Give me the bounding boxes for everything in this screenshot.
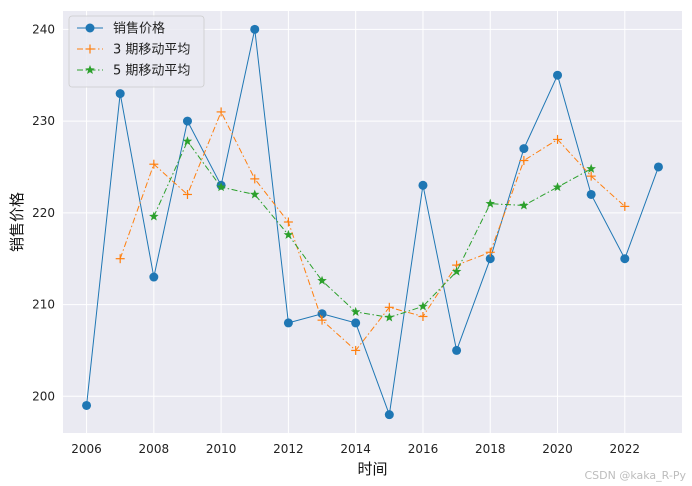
- y-axis-label: 销售价格: [8, 192, 26, 252]
- x-tick-label: 2018: [475, 442, 506, 456]
- data-point: [250, 174, 260, 184]
- data-point: [485, 198, 495, 208]
- data-point: [620, 254, 630, 264]
- x-tick-label: 2022: [610, 442, 641, 456]
- series-1: [82, 24, 663, 420]
- data-point: [586, 189, 596, 199]
- x-tick-label: 2012: [273, 442, 304, 456]
- legend-label: 销售价格: [113, 21, 165, 37]
- data-point: [351, 345, 361, 355]
- data-point: [317, 315, 327, 325]
- y-tick-label: 200: [32, 389, 55, 403]
- data-point: [519, 200, 529, 210]
- data-point: [418, 301, 428, 311]
- data-point: [317, 275, 327, 285]
- data-point: [418, 311, 428, 321]
- data-point: [586, 163, 596, 173]
- data-point: [182, 136, 193, 146]
- x-tick-label: 2006: [71, 442, 102, 456]
- x-tick-label: 2008: [139, 442, 170, 456]
- data-point: [350, 306, 361, 316]
- grid-lines: [63, 11, 682, 433]
- legend-item: 5 期移动平均: [77, 64, 190, 79]
- data-point: [149, 159, 159, 169]
- x-axis-ticks: 2006 2008 2010 2012 2014 2016 2018 2020 2022: [71, 442, 640, 456]
- y-tick-label: 220: [32, 206, 55, 220]
- data-point: [553, 70, 563, 80]
- legend-label: 5 期移动平均: [113, 64, 190, 79]
- y-tick-label: 210: [32, 298, 55, 312]
- x-axis-label: 时间: [357, 460, 387, 478]
- data-point: [351, 318, 361, 328]
- legend-marker: [85, 65, 95, 75]
- data-point: [452, 345, 462, 355]
- legend-marker: [85, 44, 95, 54]
- data-point: [115, 89, 125, 99]
- legend: 销售价格 3 期移动平均 5 期移动平均: [68, 15, 205, 88]
- series-line: [119, 110, 626, 352]
- data-point: [586, 171, 596, 181]
- y-tick-label: 230: [32, 114, 55, 128]
- data-point: [283, 217, 293, 227]
- data-point: [216, 107, 226, 117]
- y-axis-ticks: 200 210 220 230 240: [32, 22, 55, 403]
- x-tick-label: 2016: [408, 442, 439, 456]
- legend-item: 3 期移动平均: [77, 43, 190, 58]
- data-point: [418, 180, 428, 190]
- data-point: [485, 254, 495, 264]
- data-point: [519, 144, 529, 154]
- data-point: [115, 254, 125, 264]
- data-point: [82, 400, 92, 410]
- data-point: [149, 211, 159, 221]
- legend-label: 3 期移动平均: [113, 43, 190, 58]
- data-point: [485, 247, 495, 257]
- data-point: [384, 302, 394, 312]
- x-tick-label: 2014: [340, 442, 371, 456]
- data-point: [451, 266, 462, 276]
- series-line: [86, 29, 659, 415]
- data-point: [317, 309, 327, 319]
- series-line: [153, 140, 592, 318]
- legend-box: [68, 15, 205, 88]
- data-point: [283, 229, 294, 239]
- series-2: [115, 107, 630, 355]
- watermark-text: CSDN @kaka_R-Py: [584, 469, 686, 482]
- data-point: [653, 162, 663, 172]
- data-point: [216, 182, 226, 192]
- data-point: [182, 189, 192, 199]
- series-group: [82, 24, 663, 420]
- data-point: [519, 156, 529, 166]
- y-tick-label: 240: [32, 22, 55, 36]
- data-point: [283, 318, 293, 328]
- data-point: [384, 410, 394, 420]
- data-point: [384, 312, 395, 322]
- legend-item: 销售价格: [77, 21, 165, 37]
- data-point: [250, 189, 260, 199]
- data-point: [182, 116, 192, 126]
- x-tick-label: 2020: [542, 442, 573, 456]
- data-point: [149, 272, 159, 282]
- data-point: [552, 182, 563, 192]
- legend-marker: [85, 23, 95, 33]
- data-point: [553, 134, 563, 144]
- data-point: [620, 201, 630, 211]
- series-3: [149, 136, 596, 322]
- x-tick-label: 2010: [206, 442, 237, 456]
- data-point: [250, 24, 260, 34]
